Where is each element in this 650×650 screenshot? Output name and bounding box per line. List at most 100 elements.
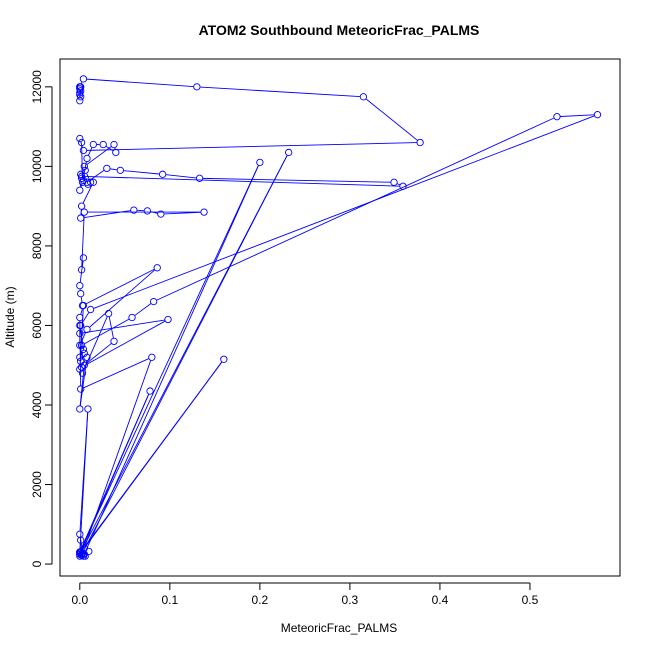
data-point [76,134,84,143]
data-point [77,214,85,222]
data-point [193,83,201,91]
data-point [256,158,264,167]
data-point [149,297,158,306]
data-point [158,170,167,178]
series-segment [79,360,87,406]
data-point [84,405,92,413]
series-segment [80,297,83,303]
data-point [77,289,85,298]
series-segment [93,115,595,309]
data-point [164,315,172,324]
series-segment [86,142,417,151]
series-segment [89,170,105,181]
series-segment [79,320,82,386]
data-point [112,148,120,157]
data-point [285,148,293,157]
y-tick-label: 0 [30,560,44,567]
series-segment [110,168,117,171]
data-point [76,85,84,93]
series-segment [365,98,418,141]
series-segment [80,308,83,315]
data-point [80,208,88,216]
series-segment [81,215,85,267]
data-point [76,548,84,556]
data-point [79,345,88,353]
data-point [128,313,136,322]
y-tick-label: 10000 [30,149,44,183]
data-point [77,266,86,274]
data-point [110,337,118,346]
data-point [76,550,84,558]
data-point [104,309,113,318]
series-segment [156,117,554,301]
data-point [83,325,91,334]
data-point [77,341,86,349]
data-point [80,162,88,171]
series-segment [203,177,391,183]
x-tick-label: 0.5 [522,593,539,607]
series-segment [88,147,93,156]
y-tick-label: 12000 [30,70,44,104]
data-point [79,146,88,155]
data-point [86,305,95,314]
data-point [76,405,84,413]
data-point [79,75,88,83]
plot-area [59,58,621,577]
data-point [76,353,84,361]
data-point [110,140,118,149]
series-segment [85,268,155,305]
series-segment [86,343,112,364]
series-segment [79,412,89,549]
data-point [77,536,85,544]
chart-title: ATOM2 Southbound MeteoricFrac_PALMS [199,22,480,38]
data-point [103,164,111,173]
series-segment [82,312,90,323]
series-segment [89,269,155,328]
x-tick-label: 0.4 [432,593,449,607]
series-segment [83,155,288,551]
data-point [153,264,161,272]
data-point [99,140,107,149]
y-axis: 0 2000 4000 6000 8000 10000 12000 [30,70,53,567]
series-segment [80,165,259,550]
data-point [80,361,88,369]
series-segment [123,170,160,175]
data-point [76,365,84,373]
y-tick-label: 8000 [30,232,44,259]
data-point [76,83,84,91]
x-tick-label: 0.2 [252,593,269,607]
series-segment [105,145,114,151]
data-point [76,97,84,105]
data-point [157,210,165,218]
x-tick-label: 0.3 [342,593,359,607]
y-axis-label: Altitude (m) [3,286,17,347]
series-segment [84,318,130,345]
series-segment [79,261,84,283]
series-segment [86,173,90,180]
data-point [390,178,398,186]
data-point [77,138,86,147]
series-segment [108,316,114,339]
data-point [148,353,156,361]
series-segment [134,303,152,316]
data-point [79,301,88,310]
data-point [83,154,91,163]
series-segment [84,320,166,366]
series-segment [83,319,165,334]
series-segment [86,146,112,165]
data-point [195,174,204,182]
series-segment [82,185,93,204]
data-point [79,552,88,560]
series-segment [560,114,595,117]
data-point [77,321,85,330]
data-point [220,355,228,363]
data-point [76,313,84,322]
data-point [553,113,561,121]
series-segment [83,316,108,371]
series-layer [76,75,602,560]
data-point [130,206,138,214]
data-point [76,530,84,538]
data-point [200,208,208,216]
x-axis-label: MeteoricFrac_PALMS [281,621,397,635]
data-point [79,550,88,558]
